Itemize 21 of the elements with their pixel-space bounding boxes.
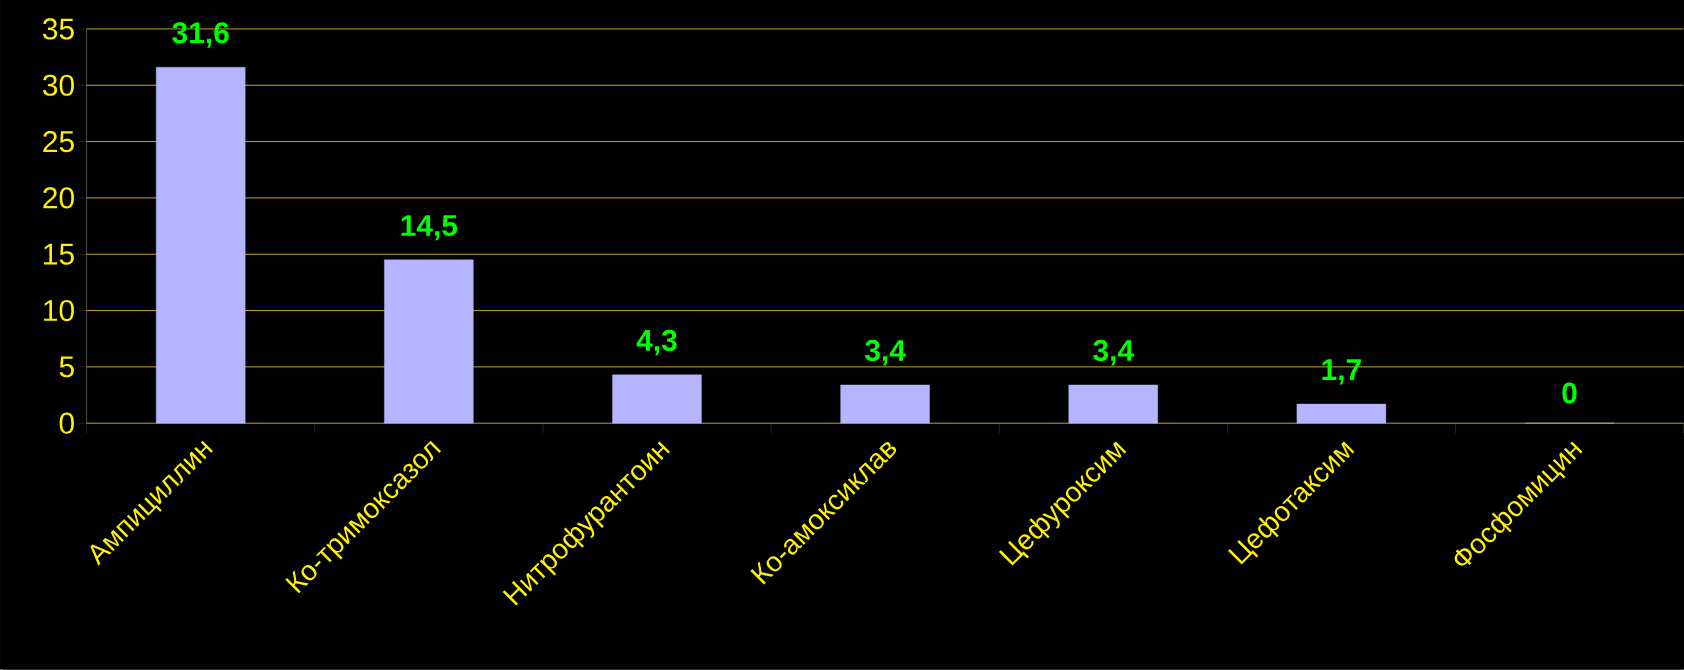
y-tick-label: 0 xyxy=(59,412,74,434)
bar xyxy=(1296,403,1387,424)
data-label: 14,5 xyxy=(401,215,458,241)
data-label: 0 xyxy=(1562,382,1577,404)
data-label: 3,4 xyxy=(864,339,906,366)
y-tick-label: 15 xyxy=(44,243,74,265)
data-label: 4,3 xyxy=(636,329,677,356)
y-tick-label: 30 xyxy=(42,74,74,96)
data-label: 1,7 xyxy=(1322,359,1361,385)
bar xyxy=(156,67,246,424)
y-tick-label: 10 xyxy=(44,300,74,322)
bar xyxy=(840,384,930,424)
y-tick-label: 20 xyxy=(43,187,74,209)
y-tick-label: 35 xyxy=(42,18,74,40)
data-label: 3,4 xyxy=(1093,339,1134,366)
bar xyxy=(1068,384,1158,424)
data-label: 31,6 xyxy=(172,22,229,48)
bar xyxy=(384,259,474,424)
y-tick-label: 5 xyxy=(59,356,74,378)
bar xyxy=(612,374,702,424)
y-tick-label: 25 xyxy=(43,131,74,153)
